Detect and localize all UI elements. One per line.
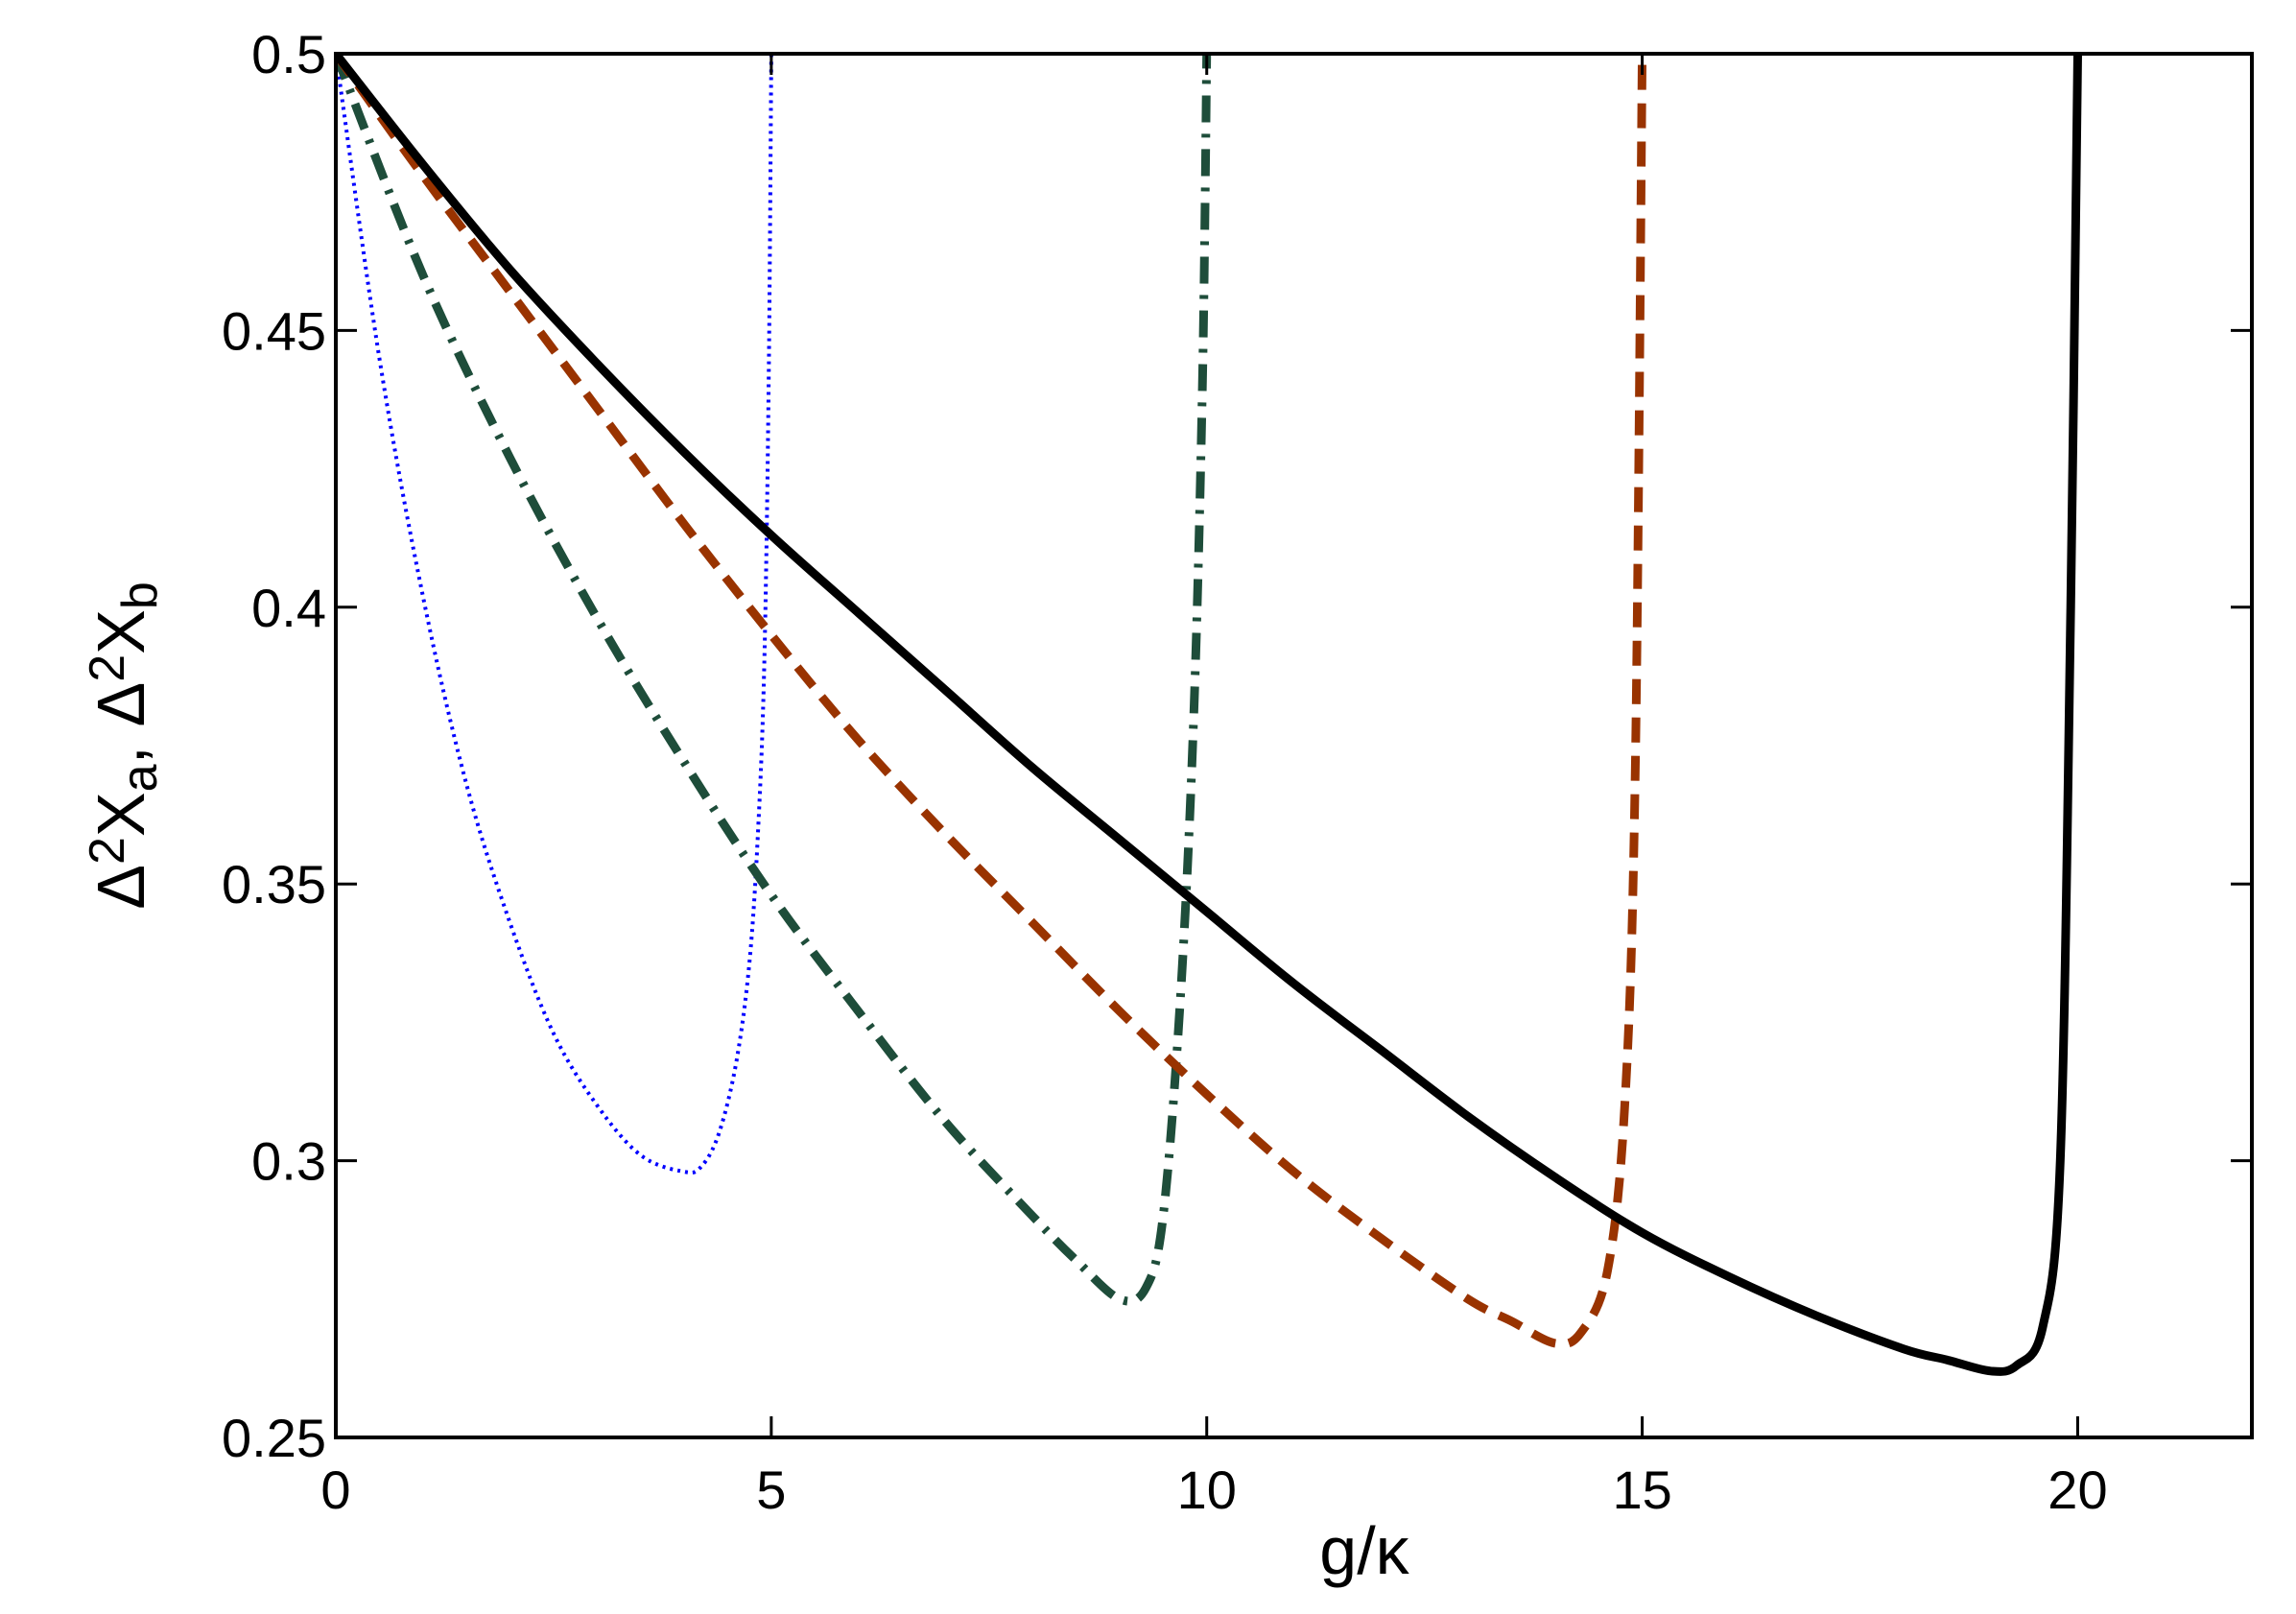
series-line-4	[336, 54, 2082, 1376]
series-line-3	[336, 54, 1647, 1349]
series-line-1	[336, 54, 773, 1175]
y-axis-title-part: a	[112, 764, 168, 792]
x-tick-label: 10	[1177, 1460, 1237, 1520]
y-tick-label: 0.4	[251, 578, 326, 638]
y-axis-title-part: 2	[80, 837, 135, 865]
series-layer	[336, 54, 2082, 1376]
y-axis-title-part: X	[83, 792, 158, 837]
y-axis-title-part: 2	[80, 654, 135, 682]
x-tick-label: 5	[756, 1460, 786, 1520]
x-axis-title: g/κ	[1319, 1513, 1409, 1588]
y-tick-label: 0.5	[251, 24, 326, 84]
x-tick-label: 15	[1612, 1460, 1671, 1520]
series-line-2	[336, 54, 1212, 1306]
y-tick-label: 0.35	[222, 854, 326, 914]
x-tick-label: 20	[2047, 1460, 2107, 1520]
y-tick-label: 0.3	[251, 1131, 326, 1192]
y-axis-title-part: X	[83, 609, 158, 654]
y-tick-label: 0.45	[222, 300, 326, 361]
y-tick-label: 0.25	[222, 1408, 326, 1468]
plot-frame	[334, 52, 2254, 1439]
y-axis-title-part: , Δ	[83, 682, 158, 765]
y-axis-title: Δ2Xa, Δ2Xb	[80, 582, 168, 910]
y-axis-title-part: b	[112, 582, 168, 609]
x-tick-label: 0	[320, 1460, 350, 1520]
y-axis-title-part: Δ	[83, 865, 158, 910]
tick-layer: 0 5 10 15 20 0.25 0.3 0.35 0.4 0.45 0.5	[222, 24, 2252, 1520]
